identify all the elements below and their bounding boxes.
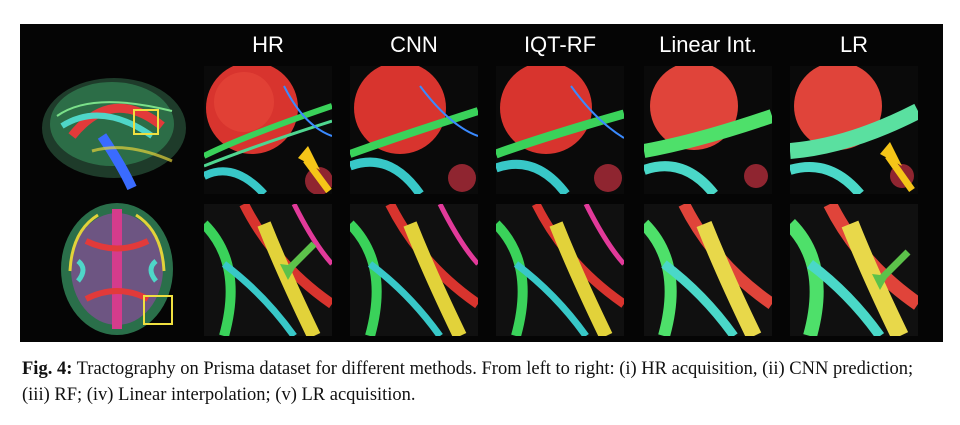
caption-label: Fig. 4: bbox=[22, 359, 73, 379]
roi-box bbox=[143, 295, 173, 325]
column-header-iqt-rf: IQT-RF bbox=[523, 32, 597, 57]
sagittal-overview-image bbox=[32, 66, 192, 190]
tractography-figure: HR CNN IQT-RF Linear Int. LR bbox=[20, 24, 943, 342]
tile-linear-int-top bbox=[644, 66, 772, 194]
tile-linear-int-bottom bbox=[644, 204, 772, 336]
tile-cnn-top bbox=[350, 66, 478, 194]
tile-lr-bottom bbox=[790, 204, 918, 336]
tile-hr-top bbox=[204, 66, 332, 194]
tile-iqt-rf-bottom bbox=[496, 204, 624, 336]
arrow-icon bbox=[880, 142, 902, 166]
axial-overview-image bbox=[58, 201, 176, 337]
tile-cnn-bottom bbox=[350, 204, 478, 336]
roi-box bbox=[133, 109, 159, 135]
arrow-icon bbox=[298, 146, 320, 170]
column-header-linear-int: Linear Int. bbox=[659, 32, 757, 57]
caption-text: Tractography on Prisma dataset for diffe… bbox=[22, 359, 914, 405]
tile-hr-bottom bbox=[204, 204, 332, 336]
column-header-hr: HR bbox=[252, 32, 284, 57]
column-header-cnn: CNN bbox=[390, 32, 438, 57]
column-header-lr: LR bbox=[839, 32, 869, 57]
tile-iqt-rf-top bbox=[496, 66, 624, 194]
tile-lr-top bbox=[790, 66, 918, 194]
figure-caption: Fig. 4: Tractography on Prisma dataset f… bbox=[22, 356, 942, 408]
